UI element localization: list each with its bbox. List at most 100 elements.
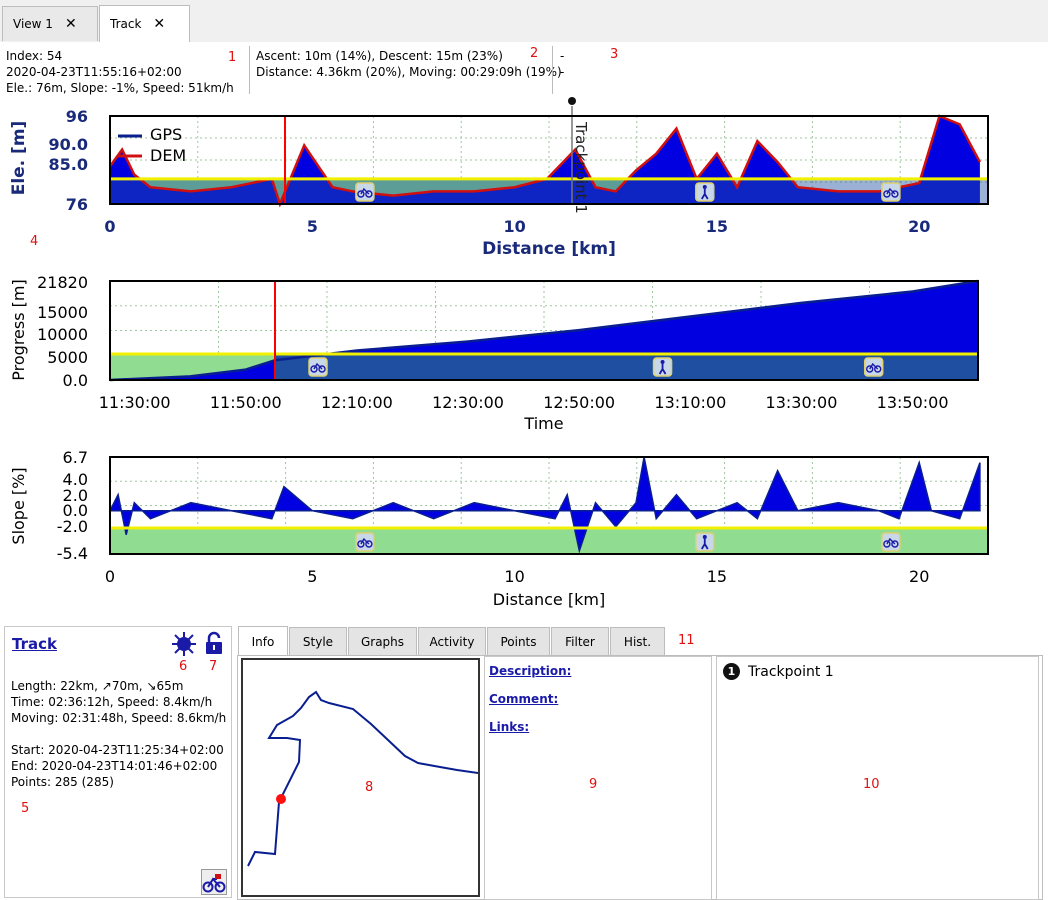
ytick: 5000: [47, 348, 88, 367]
close-icon[interactable]: ✕: [64, 16, 77, 32]
progress-chart[interactable]: 21820 15000 10000 5000 0.0 11:30:00 11:50…: [0, 270, 1048, 440]
moving-text: Moving: 02:31:48h, Speed: 8.6km/h: [11, 711, 227, 725]
cycling-activity-icon: [881, 182, 901, 202]
description-link[interactable]: Description:: [489, 664, 572, 678]
track-title-link[interactable]: Track: [12, 635, 57, 653]
cycling-activity-icon: [355, 532, 375, 552]
track-minimap[interactable]: 8: [241, 658, 480, 897]
comment-link[interactable]: Comment:: [489, 692, 559, 706]
ytick: 90.0: [49, 135, 88, 154]
marker-11: 11: [678, 633, 695, 648]
x-axis-label: Distance [km]: [493, 590, 605, 609]
ytick: 2.0: [63, 486, 88, 505]
gps-elevation-area: [110, 116, 980, 204]
ytick: -5.4: [57, 544, 88, 563]
close-icon[interactable]: ✕: [153, 16, 166, 32]
tab-label: View 1: [13, 17, 53, 31]
slope-chart[interactable]: 6.7 4.0 2.0 0.0 -2.0 -5.4 0 5 10 15 20 Dista…: [0, 446, 1048, 616]
waypoint-number-icon: 1: [723, 663, 740, 680]
below-band: [275, 354, 978, 380]
tab-graphs[interactable]: Graphs: [348, 627, 417, 655]
marker-7: 7: [209, 659, 218, 674]
trackpoint-label: Trackpoint 1: [572, 121, 590, 214]
track-route: [247, 690, 479, 867]
tab-view-1[interactable]: View 1 ✕: [2, 6, 98, 41]
ytick: 15000: [37, 303, 88, 322]
tab-filter[interactable]: Filter: [551, 627, 609, 655]
ytick: 0.0: [63, 501, 88, 520]
ascent-text: Ascent: 10m (14%), Descent: 15m (23%): [256, 49, 503, 63]
extra-text: -: [560, 65, 565, 79]
marker-3: 3: [610, 47, 619, 62]
range-info: Ascent: 10m (14%), Descent: 15m (23%) Di…: [256, 48, 562, 80]
waypoints-panel: 1 Trackpoint 1 10: [716, 656, 1039, 900]
xtick: 13:50:00: [877, 393, 949, 412]
tab-track[interactable]: Track ✕: [99, 5, 190, 42]
xtick: 11:30:00: [99, 393, 171, 412]
details-panel: Description: Comment: Links: 9: [484, 656, 712, 900]
chart-frame: [109, 115, 989, 205]
xtick: 10: [504, 567, 524, 586]
info-icon: [568, 97, 576, 105]
cycling-activity-icon: [863, 357, 884, 377]
y-axis-label: Progress [m]: [9, 279, 28, 380]
points-text: Points: 285 (285): [11, 775, 114, 789]
progress-line: [109, 279, 979, 382]
y-axis-label: Slope [%]: [9, 467, 28, 544]
tab-bar: View 1 ✕ Track ✕: [0, 0, 1048, 43]
cycling-activity-icon: [308, 357, 328, 377]
xtick: 15: [707, 567, 727, 586]
sun-icon[interactable]: [171, 631, 197, 657]
index-text: Index: 54: [6, 49, 63, 63]
marker-6: 6: [179, 659, 188, 674]
ytick: -2.0: [57, 517, 88, 536]
xtick: 12:30:00: [432, 393, 504, 412]
xtick: 13:30:00: [766, 393, 838, 412]
ytick: 85.0: [49, 155, 88, 174]
ytick: 96: [66, 107, 88, 126]
length-text: Length: 22km, ↗70m, ↘65m: [11, 679, 184, 693]
marker-5: 5: [21, 801, 30, 816]
xtick: 11:50:00: [210, 393, 282, 412]
links-link[interactable]: Links:: [489, 720, 530, 734]
xtick: 13:10:00: [654, 393, 726, 412]
divider: [552, 46, 553, 94]
xtick: 5: [307, 567, 317, 586]
tab-hist[interactable]: Hist.: [610, 627, 665, 655]
tab-points[interactable]: Points: [487, 627, 550, 655]
tab-activity[interactable]: Activity: [418, 627, 486, 655]
marker-8: 8: [365, 780, 374, 795]
xtick: 0: [104, 217, 115, 236]
extra-info: - -: [560, 48, 564, 80]
ytick: 0.0: [63, 371, 88, 390]
bike-activity-icon[interactable]: [201, 869, 227, 895]
xtick: 20: [908, 217, 930, 236]
start-text: Start: 2020-04-23T11:25:34+02:00: [11, 743, 224, 757]
marker-9: 9: [589, 777, 598, 792]
marker-2: 2: [530, 46, 539, 61]
cycling-activity-icon: [355, 182, 375, 202]
tab-style[interactable]: Style: [289, 627, 347, 655]
tab-info[interactable]: Info: [238, 626, 288, 656]
ytick: 76: [66, 195, 88, 214]
y-axis-label: Ele. [m]: [9, 121, 29, 196]
ytick: 6.7: [63, 448, 88, 467]
waypoint-item[interactable]: 1 Trackpoint 1: [723, 663, 834, 680]
lock-icon[interactable]: [204, 631, 224, 655]
legend-gps: GPS: [150, 125, 182, 144]
x-axis-label: Distance [km]: [482, 239, 616, 259]
waypoint-name: Trackpoint 1: [748, 663, 834, 680]
elevation-chart[interactable]: Trackpoint 1 GPS DEM 96 90.0 85.0 76 0 5 1…: [0, 96, 1048, 266]
x-axis-label: Time: [523, 414, 563, 433]
xtick: 15: [706, 217, 728, 236]
hiking-activity-icon: [695, 532, 715, 552]
end-text: End: 2020-04-23T14:01:46+02:00: [11, 759, 218, 773]
tab-label: Track: [110, 17, 142, 31]
marker-1: 1: [228, 50, 237, 65]
distance-text: Distance: 4.36km (20%), Moving: 00:29:09…: [256, 65, 562, 79]
cycling-activity-icon: [881, 532, 901, 552]
legend-dem: DEM: [150, 146, 186, 165]
chart-frame: [109, 280, 979, 381]
xtick: 0: [105, 567, 115, 586]
extra-text: -: [560, 49, 565, 63]
